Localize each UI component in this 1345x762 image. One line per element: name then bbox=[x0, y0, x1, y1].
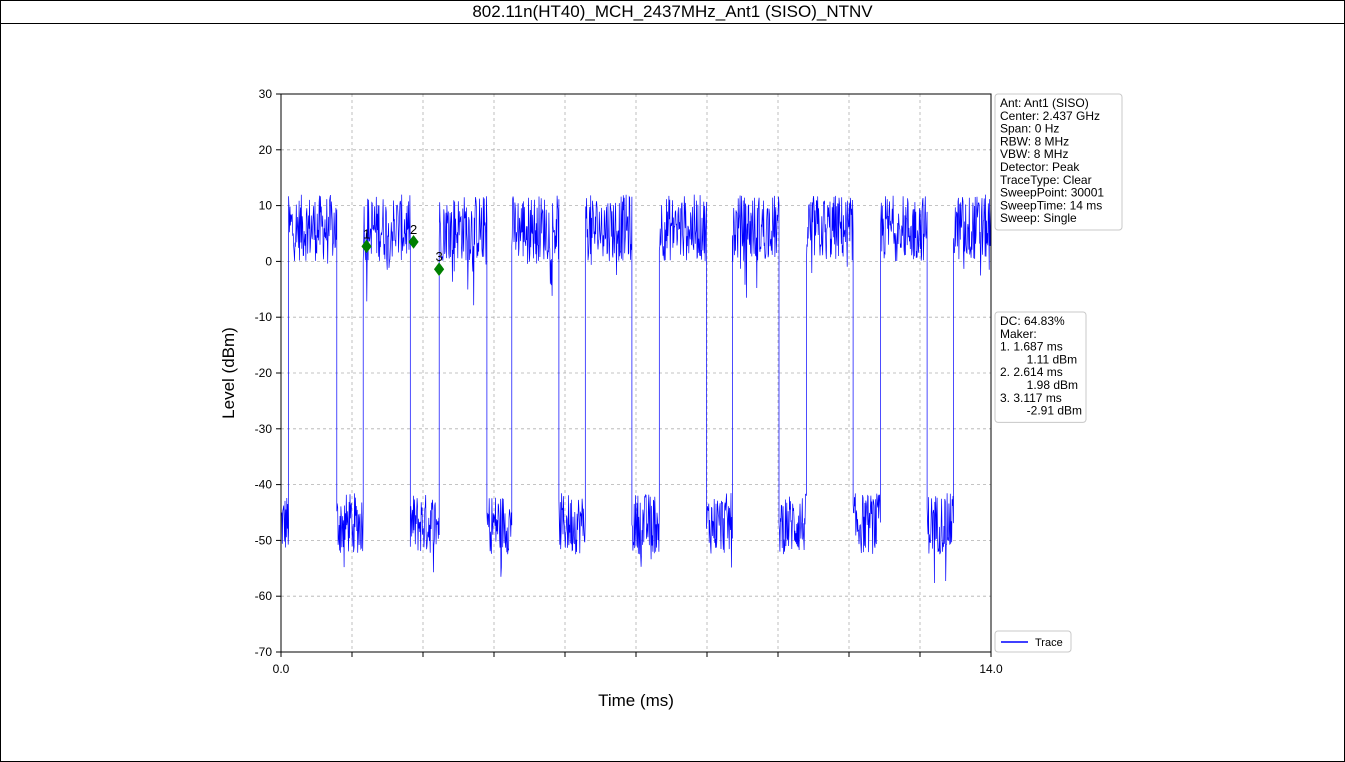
marker-box-line: 3. 3.117 ms bbox=[1000, 391, 1062, 405]
markers: 1 2 3 bbox=[361, 222, 445, 277]
settings-box-line: SweepPoint: 30001 bbox=[1000, 186, 1104, 200]
settings-box-line: VBW: 8 MHz bbox=[1000, 147, 1068, 161]
y-tick-label: -20 bbox=[255, 366, 273, 380]
settings-box-line: TraceType: Clear bbox=[1000, 173, 1092, 187]
y-tick-label: -30 bbox=[255, 422, 273, 436]
settings-box-frame bbox=[994, 93, 1123, 231]
marker-label-1: 1 bbox=[363, 226, 370, 241]
marker-label-3: 3 bbox=[435, 249, 442, 264]
settings-box-line: Span: 0 Hz bbox=[1000, 122, 1059, 136]
settings-box-line: Center: 2.437 GHz bbox=[1000, 109, 1100, 123]
trace-line bbox=[280, 194, 992, 584]
settings-box-line: Sweep: Single bbox=[1000, 211, 1077, 225]
settings-box-line: Detector: Peak bbox=[1000, 160, 1080, 174]
marker-box-line: 1.11 dBm bbox=[1000, 352, 1077, 366]
y-tick-label: 10 bbox=[259, 199, 273, 213]
y-tick-label: 30 bbox=[259, 87, 273, 101]
settings-box-line: RBW: 8 MHz bbox=[1000, 134, 1069, 148]
settings-box-line: SweepTime: 14 ms bbox=[1000, 198, 1102, 212]
marker-box-line: 2. 2.614 ms bbox=[1000, 365, 1063, 379]
legend-frame bbox=[994, 630, 1072, 653]
marker-1 bbox=[361, 239, 372, 254]
marker-3 bbox=[433, 262, 445, 277]
y-tick-label: -40 bbox=[255, 478, 273, 492]
y-tick-label: -50 bbox=[255, 533, 273, 547]
marker-box-line: 1.98 dBm bbox=[1000, 378, 1078, 392]
y-tick-label: -10 bbox=[255, 310, 273, 324]
marker-box-line: -2.91 dBm bbox=[1000, 404, 1082, 418]
x-tick-label: 0.0 bbox=[273, 662, 290, 676]
y-axis-label: Level (dBm) bbox=[219, 327, 238, 419]
marker-label-2: 2 bbox=[410, 222, 417, 237]
axis-ticks: 30 20 10 0 -10 -20 -30 -40 -50 -60 -700.0 14.0 bbox=[255, 87, 1003, 676]
settings-box-line: Ant: Ant1 (SISO) bbox=[1000, 96, 1089, 110]
marker-box-line: Maker: bbox=[1000, 327, 1037, 341]
y-tick-label: -70 bbox=[255, 645, 273, 659]
marker-box-line: DC: 64.83% bbox=[1000, 314, 1065, 328]
grid bbox=[281, 94, 991, 652]
x-axis-label: Time (ms) bbox=[598, 691, 674, 710]
page-title: 802.11n(HT40)_MCH_2437MHz_Ant1 (SISO)_NT… bbox=[1, 1, 1344, 24]
marker-box-frame bbox=[994, 311, 1087, 423]
marker-box-line: 1. 1.687 ms bbox=[1000, 340, 1063, 354]
trace-series bbox=[280, 194, 992, 584]
y-tick-label: 0 bbox=[265, 254, 272, 268]
legend-label: Trace bbox=[1035, 637, 1063, 649]
x-tick-label: 14.0 bbox=[979, 662, 1003, 676]
y-tick-label: -60 bbox=[255, 589, 273, 603]
legend: Trace bbox=[994, 630, 1072, 653]
y-tick-label: 20 bbox=[259, 143, 273, 157]
marker-2 bbox=[408, 235, 419, 249]
